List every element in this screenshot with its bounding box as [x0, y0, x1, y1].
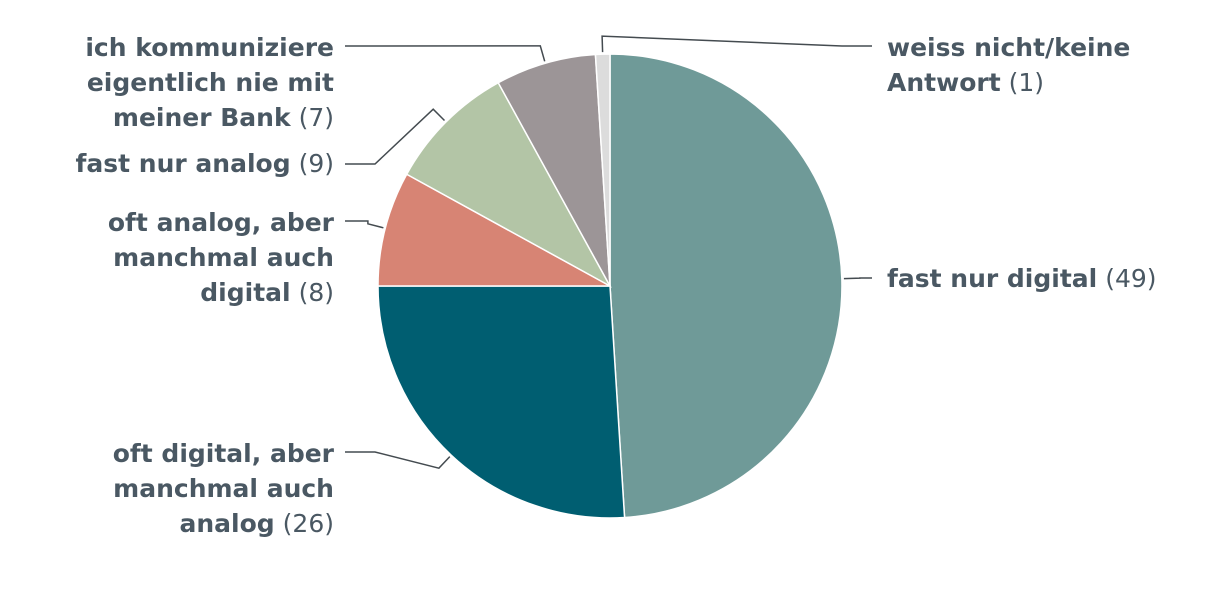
label-line-last: meiner Bank (7) — [112, 103, 334, 132]
pie-slice-ich-kommuniziere-eigentlich-nie-mit-meiner-bank — [497, 53, 611, 287]
leader-line-weiss-nicht-keine-antwort — [601, 35, 872, 53]
label-fast-nur-analog: fast nur analog (9) — [75, 149, 334, 178]
label-line: eigentlich nie mit — [86, 68, 334, 97]
pie-slice-oft-analog-aber-manchmal-auch-digital — [377, 173, 611, 287]
label-line: oft analog, aber — [107, 208, 334, 237]
leader-line-oft-digital-aber-manchmal-auch-analog — [345, 451, 451, 470]
pie-slice-weiss-nicht-keine-antwort — [594, 53, 611, 287]
label-line-last: analog (26) — [179, 509, 334, 538]
label-fast-nur-digital: fast nur digital (49) — [887, 261, 1157, 296]
leader-line-fast-nur-analog — [345, 108, 446, 165]
leader-line-fast-nur-digital — [843, 277, 872, 280]
leader-line-ich-kommuniziere-eigentlich-nie-mit-meiner-bank — [345, 45, 546, 62]
label-value: (49) — [1105, 264, 1157, 293]
label-kommuniziere-nie: ich kommuniziere eigentlich nie mit mein… — [85, 30, 334, 135]
pie-slice-oft-digital-aber-manchmal-auch-analog — [377, 285, 626, 519]
label-line: weiss nicht/keine — [887, 33, 1131, 62]
leader-line-oft-analog-aber-manchmal-auch-digital — [345, 220, 384, 229]
label-line-last: digital (8) — [200, 278, 334, 307]
label-line: manchmal auch — [113, 474, 334, 503]
label-line: ich kommuniziere — [85, 33, 334, 62]
pie-slice-fast-nur-analog — [405, 81, 612, 288]
label-line: oft digital, aber — [112, 439, 334, 468]
label-oft-digital: oft digital, aber manchmal auch analog (… — [113, 436, 334, 541]
label-name: fast nur digital — [887, 264, 1098, 293]
label-weiss-nicht: weiss nicht/keine Antwort (1) — [887, 30, 1130, 100]
label-oft-analog: oft analog, aber manchmal auch digital (… — [108, 205, 334, 310]
pie-slice-fast-nur-digital — [609, 53, 843, 519]
label-line-last: Antwort (1) — [887, 68, 1045, 97]
label-line: manchmal auch — [113, 243, 334, 272]
